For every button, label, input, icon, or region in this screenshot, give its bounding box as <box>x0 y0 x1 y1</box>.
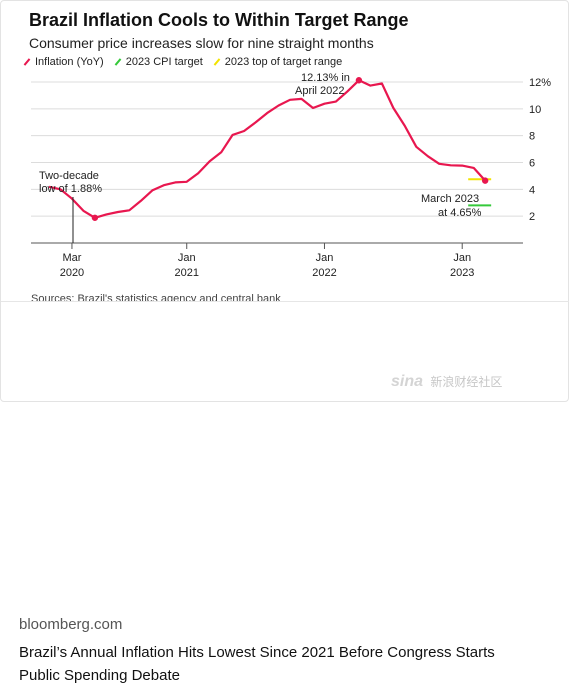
low-point <box>91 214 99 221</box>
chart-subtitle: Consumer price increases slow for nine s… <box>29 35 374 51</box>
x-tick-label: Jan <box>178 252 196 264</box>
y-tick-label: 4 <box>529 184 535 196</box>
legend-item-target-top: 2023 top of target range <box>213 56 342 68</box>
legend-label-cpi-target: 2023 CPI target <box>125 56 203 68</box>
latest-annotation-line2: at 4.65% <box>438 207 482 219</box>
legend-label-target-top: 2023 top of target range <box>224 56 343 68</box>
y-tick-label: 10 <box>529 104 541 116</box>
chart-legend: Inflation (YoY) 2023 CPI target 2023 top… <box>23 56 342 68</box>
x-tick-label: Mar <box>62 252 81 264</box>
series-line-inflation <box>48 79 487 219</box>
series-lines <box>48 77 489 221</box>
x-tick-label: 2022 <box>312 267 336 279</box>
x-tick-label: 2021 <box>174 267 198 279</box>
y-tick-label: 6 <box>529 158 535 170</box>
annotations: Two-decade low of 1.88% 12.13% in April … <box>39 72 482 243</box>
y-tick-label: 12% <box>529 77 551 89</box>
sina-logo-icon: sina <box>391 373 424 390</box>
y-tick-label: 2 <box>529 211 535 223</box>
x-tick-label: Jan <box>453 252 471 264</box>
x-tick-label: 2023 <box>450 267 474 279</box>
legend-item-inflation: Inflation (YoY) <box>23 56 104 68</box>
low-annotation-line2: low of 1.88% <box>39 183 102 195</box>
source-domain[interactable]: bloomberg.com <box>19 616 123 633</box>
low-annotation-line1: Two-decade <box>39 170 99 182</box>
watermark-text: 新浪财经社区 <box>430 375 503 389</box>
latest-annotation-line1: March 2023 <box>421 193 479 205</box>
latest-point <box>481 177 489 184</box>
peak-annotation-line2: April 2022 <box>295 85 345 97</box>
watermark: sina 新浪财经社区 <box>391 373 502 391</box>
legend-item-cpi-target: 2023 CPI target <box>114 56 203 68</box>
y-tick-labels: 12% 10 8 6 4 2 <box>529 77 551 223</box>
x-tick-label: 2020 <box>60 267 84 279</box>
article-headline[interactable]: Brazil’s Annual Inflation Hits Lowest Si… <box>19 644 495 684</box>
x-tick-labels: Mar 2020 Jan 2021 Jan 2022 Jan 2023 <box>60 243 474 279</box>
chart-plot: 12% 10 8 6 4 2 Mar 2020 Jan 2021 Jan 2022 Jan 2023 T… <box>31 72 551 279</box>
chart-source: Sources: Brazil's statistics agency and … <box>31 293 281 301</box>
gridlines <box>31 81 523 244</box>
y-tick-label: 8 <box>529 131 535 143</box>
chart-image: Brazil Inflation Cools to Within Target … <box>1 1 569 302</box>
peak-point <box>355 77 363 84</box>
x-tick-label: Jan <box>316 252 334 264</box>
chart-title: Brazil Inflation Cools to Within Target … <box>29 10 409 30</box>
peak-annotation-line1: 12.13% in <box>301 72 350 84</box>
legend-label-inflation: Inflation (YoY) <box>35 56 104 68</box>
